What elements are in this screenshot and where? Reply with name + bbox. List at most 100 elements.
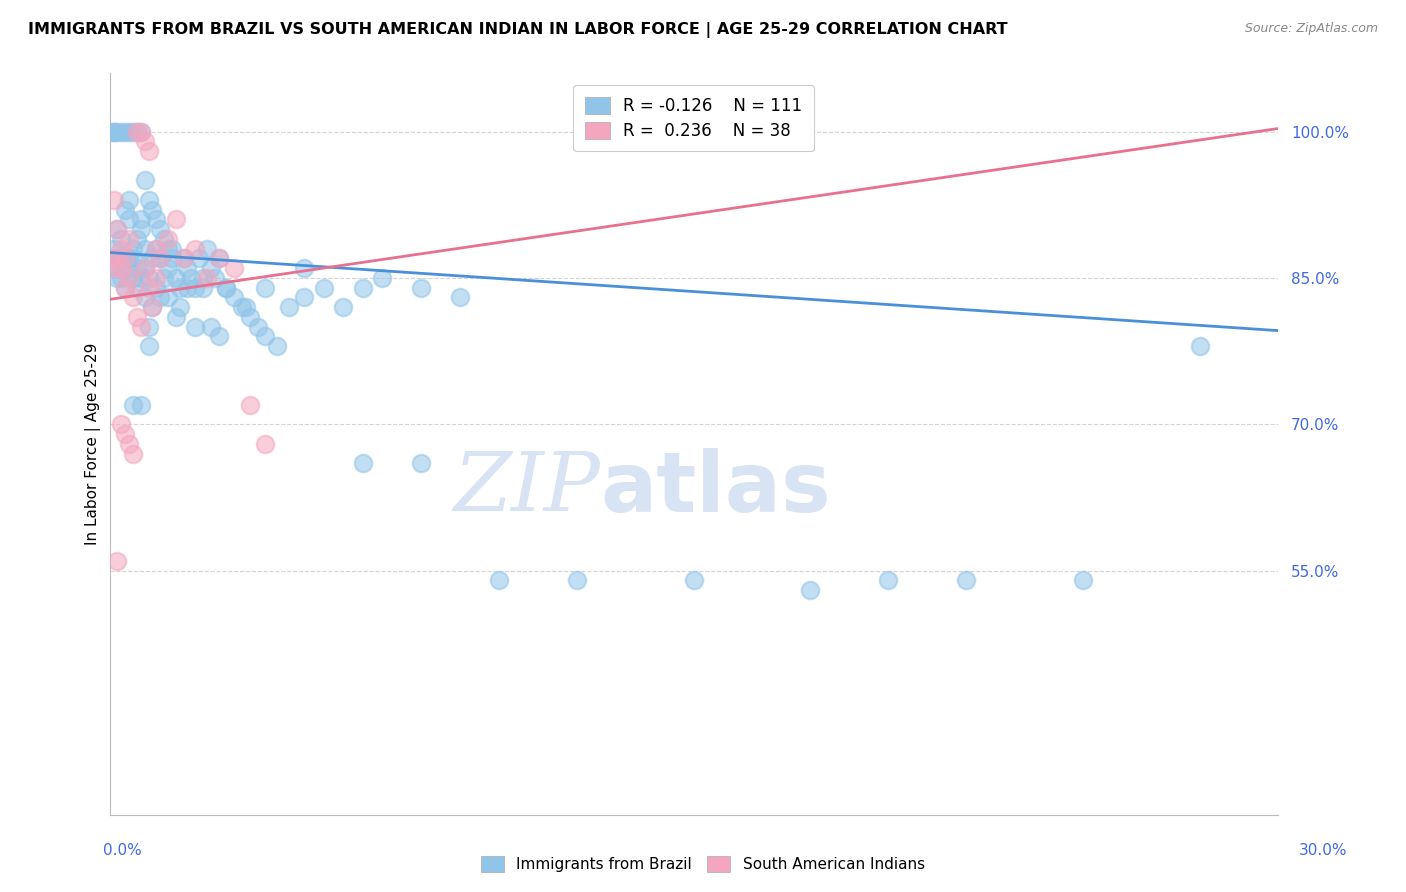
Point — [1188, 339, 1211, 353]
Text: 30.0%: 30.0% — [1299, 843, 1347, 858]
Point — [107, 271, 129, 285]
Point — [184, 280, 207, 294]
Point — [98, 252, 121, 266]
Point — [176, 280, 198, 294]
Point — [277, 300, 299, 314]
Point — [165, 271, 187, 285]
Point — [200, 319, 222, 334]
Point — [145, 242, 167, 256]
Point — [125, 310, 148, 324]
Point — [173, 252, 195, 266]
Point — [103, 261, 125, 276]
Point — [312, 280, 335, 294]
Point — [215, 280, 238, 294]
Legend: Immigrants from Brazil, South American Indians: Immigrants from Brazil, South American I… — [474, 848, 932, 880]
Point — [122, 290, 145, 304]
Point — [118, 212, 141, 227]
Point — [157, 232, 180, 246]
Point — [134, 242, 156, 256]
Point — [149, 222, 172, 236]
Point — [107, 222, 129, 236]
Point — [114, 252, 136, 266]
Text: ZIP: ZIP — [453, 449, 600, 528]
Point — [118, 436, 141, 450]
Point — [122, 271, 145, 285]
Point — [682, 574, 704, 588]
Y-axis label: In Labor Force | Age 25-29: In Labor Force | Age 25-29 — [86, 343, 101, 545]
Point — [125, 280, 148, 294]
Point — [122, 124, 145, 138]
Point — [129, 124, 152, 138]
Point — [110, 242, 132, 256]
Point — [153, 232, 176, 246]
Point — [332, 300, 354, 314]
Point — [110, 124, 132, 138]
Text: atlas: atlas — [600, 448, 831, 529]
Point — [145, 242, 167, 256]
Point — [114, 252, 136, 266]
Point — [160, 252, 183, 266]
Text: IMMIGRANTS FROM BRAZIL VS SOUTH AMERICAN INDIAN IN LABOR FORCE | AGE 25-29 CORRE: IMMIGRANTS FROM BRAZIL VS SOUTH AMERICAN… — [28, 22, 1008, 38]
Point — [129, 222, 152, 236]
Point — [200, 261, 222, 276]
Point — [246, 319, 269, 334]
Point — [231, 300, 253, 314]
Point — [204, 271, 226, 285]
Point — [188, 252, 211, 266]
Point — [191, 271, 214, 285]
Point — [799, 583, 821, 598]
Point — [157, 290, 180, 304]
Point — [129, 271, 152, 285]
Legend: R = -0.126    N = 111, R =  0.236    N = 38: R = -0.126 N = 111, R = 0.236 N = 38 — [574, 85, 814, 152]
Point — [107, 222, 129, 236]
Point — [224, 261, 246, 276]
Point — [118, 124, 141, 138]
Point — [411, 456, 433, 470]
Point — [411, 280, 433, 294]
Point — [122, 252, 145, 266]
Point — [224, 290, 246, 304]
Point — [565, 574, 588, 588]
Point — [129, 319, 152, 334]
Point — [114, 202, 136, 217]
Point — [125, 124, 148, 138]
Point — [129, 124, 152, 138]
Point — [138, 271, 160, 285]
Text: Source: ZipAtlas.com: Source: ZipAtlas.com — [1244, 22, 1378, 36]
Point — [877, 574, 900, 588]
Point — [955, 574, 977, 588]
Point — [141, 202, 163, 217]
Point — [103, 124, 125, 138]
Point — [114, 280, 136, 294]
Point — [110, 261, 132, 276]
Point — [208, 329, 231, 343]
Point — [292, 261, 315, 276]
Point — [122, 398, 145, 412]
Point — [103, 124, 125, 138]
Point — [195, 271, 218, 285]
Text: 0.0%: 0.0% — [103, 843, 142, 858]
Point — [1071, 574, 1094, 588]
Point — [110, 232, 132, 246]
Point — [215, 280, 238, 294]
Point — [235, 300, 257, 314]
Point — [180, 271, 202, 285]
Point — [176, 261, 198, 276]
Point — [153, 271, 176, 285]
Point — [118, 271, 141, 285]
Point — [208, 252, 231, 266]
Point — [134, 173, 156, 187]
Point — [103, 193, 125, 207]
Point — [114, 252, 136, 266]
Point — [107, 252, 129, 266]
Point — [169, 280, 191, 294]
Point — [157, 261, 180, 276]
Point — [134, 261, 156, 276]
Point — [195, 242, 218, 256]
Point — [98, 124, 121, 138]
Point — [352, 280, 374, 294]
Point — [145, 212, 167, 227]
Point — [114, 280, 136, 294]
Point — [191, 280, 214, 294]
Point — [138, 319, 160, 334]
